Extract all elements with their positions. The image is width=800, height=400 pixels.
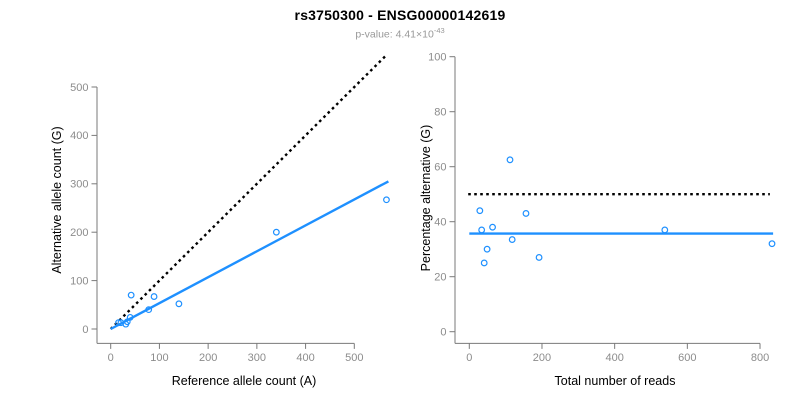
left-yaxis-title: Alternative allele count (G) [50, 126, 64, 274]
data-point [383, 196, 390, 204]
x-tick-label: 800 [751, 352, 769, 364]
data-point [145, 306, 153, 314]
data-point [478, 226, 486, 234]
y-tick-label: 100 [428, 52, 446, 64]
x-tick-label: 500 [345, 352, 363, 364]
data-point [272, 228, 280, 236]
data-point [480, 259, 488, 267]
x-tick-label: 200 [199, 352, 217, 364]
y-tick-label: 500 [70, 82, 88, 94]
right-xaxis-title: Total number of reads [554, 374, 676, 388]
left-plot: 0 100 200 300 400 500 0 100 200 300 400 500 [70, 55, 390, 364]
y-tick-label: 40 [434, 217, 446, 229]
data-point [661, 226, 669, 234]
x-tick-label: 0 [466, 352, 472, 364]
x-tick-label: 400 [605, 352, 623, 364]
left-xaxis-title: Reference allele count (A) [171, 374, 317, 388]
data-point [476, 207, 484, 215]
y-tick-label: 60 [434, 162, 446, 174]
right-plot: 0 200 400 600 800 0 20 40 60 80 100 [428, 52, 776, 364]
x-tick-label: 0 [108, 352, 114, 364]
data-point [175, 300, 183, 308]
data-point [489, 223, 496, 231]
data-point [535, 254, 543, 261]
x-tick-label: 400 [296, 352, 314, 364]
y-tick-label: 0 [82, 324, 88, 336]
data-point [150, 293, 158, 300]
x-tick-label: 300 [248, 352, 266, 364]
x-tick-label: 100 [150, 352, 168, 364]
data-point [127, 291, 135, 299]
x-tick-label: 200 [533, 352, 551, 364]
y-tick-label: 80 [434, 107, 446, 119]
figure-subtitle: p-value: 4.41×10-43 [0, 26, 800, 41]
data-point [483, 245, 491, 253]
identity-line [109, 55, 386, 330]
y-tick-label: 400 [70, 130, 88, 142]
figure-title: rs3750300 - ENSG00000142619 [294, 7, 506, 23]
data-point [506, 156, 514, 164]
pvalue-text: p-value: 4.41×10 [355, 28, 434, 41]
data-point [522, 210, 530, 217]
data-point [508, 236, 516, 243]
y-tick-label: 200 [70, 227, 88, 239]
pvalue-exponent: -43 [433, 26, 445, 35]
data-point [126, 313, 134, 321]
right-yaxis-title: Percentage alternative (G) [419, 124, 433, 272]
y-tick-label: 100 [70, 275, 88, 287]
x-tick-label: 600 [678, 352, 696, 364]
y-tick-label: 300 [70, 179, 88, 191]
data-point [115, 319, 122, 327]
regression-line [110, 180, 389, 331]
y-tick-label: 20 [434, 272, 446, 284]
data-point [768, 240, 776, 248]
y-tick-label: 0 [440, 327, 446, 339]
